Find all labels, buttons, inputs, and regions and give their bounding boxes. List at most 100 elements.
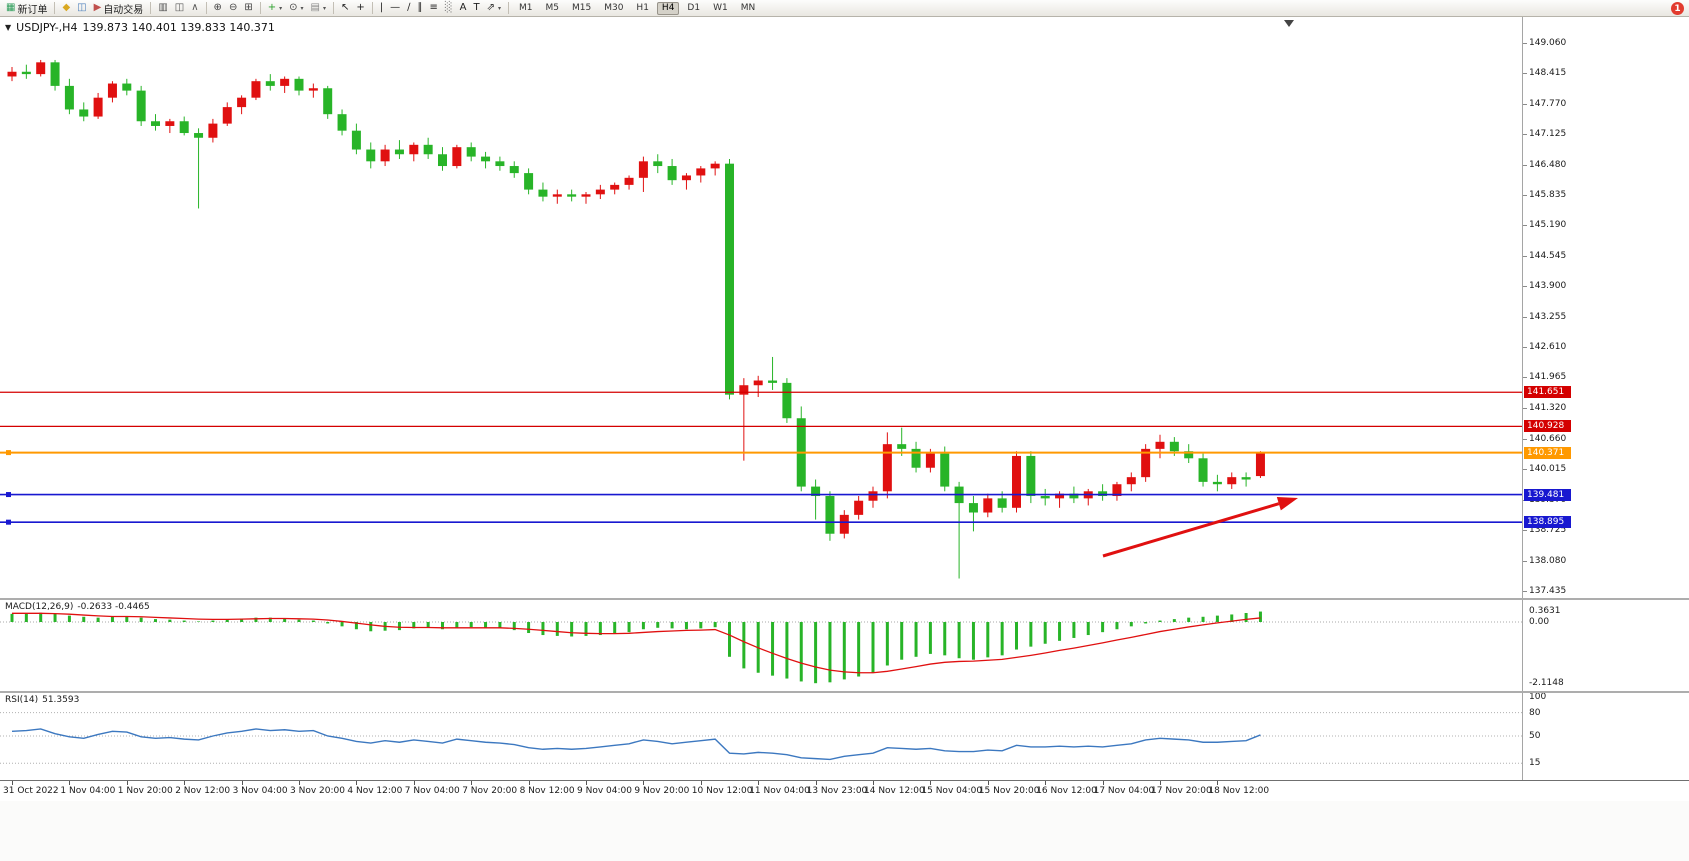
templates-button[interactable]: ▤ ▾ (308, 1, 329, 16)
time-axis-label: 17 Nov 20:00 (1151, 786, 1212, 796)
notification-badge[interactable]: 1 (1671, 2, 1684, 15)
time-axis-label: 13 Nov 23:00 (806, 786, 868, 796)
time-axis-label: 7 Nov 20:00 (462, 786, 518, 796)
trendline-button[interactable]: ∕ (404, 1, 413, 16)
price-line-badge: 141.651 (1524, 386, 1571, 399)
shapes-button[interactable]: ░ (442, 1, 456, 16)
panel-splitter-rsi[interactable] (0, 691, 1689, 693)
text-label-button[interactable]: A (457, 1, 470, 16)
trendline-icon: ∕ (407, 2, 411, 13)
tf-m15-button[interactable]: M15 (571, 3, 592, 13)
indicators-button[interactable]: + ▾ (265, 1, 285, 16)
toolbar-separator (259, 2, 261, 14)
line-handle[interactable] (6, 492, 11, 498)
arrows-button[interactable]: ⇗ ▾ (484, 1, 504, 16)
price-axis-label: 143.900 (1529, 281, 1567, 292)
price-axis-tick (1523, 164, 1527, 166)
time-axis-tick (643, 781, 645, 785)
panel-splitter-macd[interactable] (0, 598, 1689, 600)
fibonacci-button[interactable]: ≡ (427, 1, 441, 16)
chart-title: ▼ USDJPY-,H4 139.873 140.401 139.833 140… (5, 21, 275, 34)
candlestick-chart-button[interactable]: ◫ (172, 1, 187, 16)
tf-w1-button[interactable]: W1 (713, 3, 728, 13)
fibonacci-icon: ≡ (429, 2, 438, 13)
horizontal-lines[interactable] (0, 391, 1522, 525)
tf-m30-button[interactable]: M30 (604, 3, 624, 13)
time-axis-tick (1160, 781, 1161, 785)
data-window-button[interactable]: ◫ (74, 1, 89, 16)
time-axis-tick (930, 781, 932, 785)
price-line-badge: 139.481 (1524, 488, 1571, 501)
time-axis-tick (299, 781, 300, 785)
time-axis-label: 2 Nov 12:00 (175, 786, 231, 796)
toolbar-separator (507, 2, 509, 14)
time-axis-label: 11 Nov 04:00 (749, 786, 810, 796)
tile-windows-button[interactable]: ⊞ (241, 1, 255, 16)
dropdown-caret-icon: ▾ (279, 4, 283, 12)
time-axis-tick (758, 781, 760, 785)
periods-button[interactable]: ⊙ ▾ (286, 1, 306, 16)
price-axis-tick (1523, 377, 1527, 379)
zoom-in-button[interactable]: ⊕ (211, 1, 225, 16)
crosshair-button[interactable]: + (353, 1, 367, 16)
price-axis-tick (1523, 43, 1527, 44)
price-axis-tick (1523, 591, 1527, 592)
toolbar-separator (150, 2, 152, 14)
channel-button[interactable]: ∥ (415, 1, 426, 16)
time-axis-label: 15 Nov 04:00 (921, 786, 983, 796)
tf-mn-button[interactable]: MN (740, 3, 756, 13)
text-button[interactable]: T (470, 1, 482, 16)
rsi-panel-canvas[interactable] (0, 693, 1522, 779)
tf-h4-button[interactable]: H4 (656, 1, 680, 15)
periods-icon: ⊙ (289, 2, 298, 13)
macd-axis-label: 0.00 (1529, 617, 1550, 627)
time-axis-tick (700, 781, 702, 785)
arrows-icon: ⇗ (486, 2, 495, 13)
price-axis-label: 140.015 (1529, 464, 1567, 475)
price-axis-label: 142.610 (1529, 342, 1567, 353)
new-order-button[interactable]: ▦ 新订单 (3, 1, 50, 16)
price-axis-label: 148.415 (1529, 68, 1567, 79)
line-chart-button[interactable]: ∧ (188, 1, 201, 16)
time-axis-label: 3 Nov 04:00 (232, 786, 288, 796)
time-axis-label: 1 Nov 20:00 (117, 786, 173, 796)
line-handle[interactable] (6, 450, 11, 456)
price-axis[interactable]: 149.060 148.415 147.770 147.125 146.480 145.8… (1522, 17, 1689, 780)
horizontal-line-button[interactable]: — (387, 1, 403, 16)
bar-chart-button[interactable]: ▥ (155, 1, 170, 16)
price-axis-label: 138.080 (1529, 555, 1567, 566)
time-axis-tick (12, 781, 13, 785)
cursor-button[interactable]: ↖ (338, 1, 352, 16)
metaeditor-button[interactable]: ◆ (59, 1, 73, 16)
chart-shift-marker-icon[interactable] (1284, 20, 1294, 27)
price-axis-label: 147.770 (1529, 98, 1567, 109)
price-line-badge: 140.928 (1524, 420, 1571, 433)
macd-panel-canvas[interactable] (0, 600, 1522, 691)
main-chart-canvas[interactable] (0, 17, 1522, 598)
price-line-badge: 140.371 (1524, 446, 1571, 459)
time-axis[interactable]: 31 Oct 2022 1 Nov 04:00 1 Nov 20:00 2 Nov 1… (0, 780, 1689, 801)
price-axis-label: 149.060 (1529, 38, 1567, 48)
zoom-out-button[interactable]: ⊖ (226, 1, 240, 16)
time-axis-tick (873, 781, 874, 785)
price-axis-label: 141.965 (1529, 372, 1567, 383)
price-axis-label: 146.480 (1529, 159, 1567, 170)
tf-d1-button[interactable]: D1 (687, 3, 701, 13)
price-axis-tick (1523, 316, 1527, 318)
price-axis-tick (1523, 407, 1527, 409)
price-axis-tick (1523, 134, 1527, 136)
price-line-badge: 138.895 (1524, 516, 1571, 529)
autotrading-button[interactable]: ▶ 自动交易 (91, 1, 147, 16)
rsi-label: RSI(14) 51.3593 (5, 695, 79, 705)
tf-m5-button[interactable]: M5 (545, 3, 559, 13)
vertical-line-button[interactable]: | (377, 1, 386, 16)
rsi-line (11, 728, 1261, 761)
line-handle[interactable] (6, 519, 11, 525)
cursor-icon: ↖ (341, 2, 350, 13)
arrow-annotation[interactable] (1102, 496, 1298, 558)
chart-dropdown-icon[interactable]: ▼ (5, 23, 12, 32)
templates-icon: ▤ (310, 2, 320, 13)
tf-m1-button[interactable]: M1 (518, 3, 533, 13)
tf-h1-button[interactable]: H1 (636, 3, 649, 13)
macd-values: -0.2633 -0.4465 (77, 602, 150, 612)
